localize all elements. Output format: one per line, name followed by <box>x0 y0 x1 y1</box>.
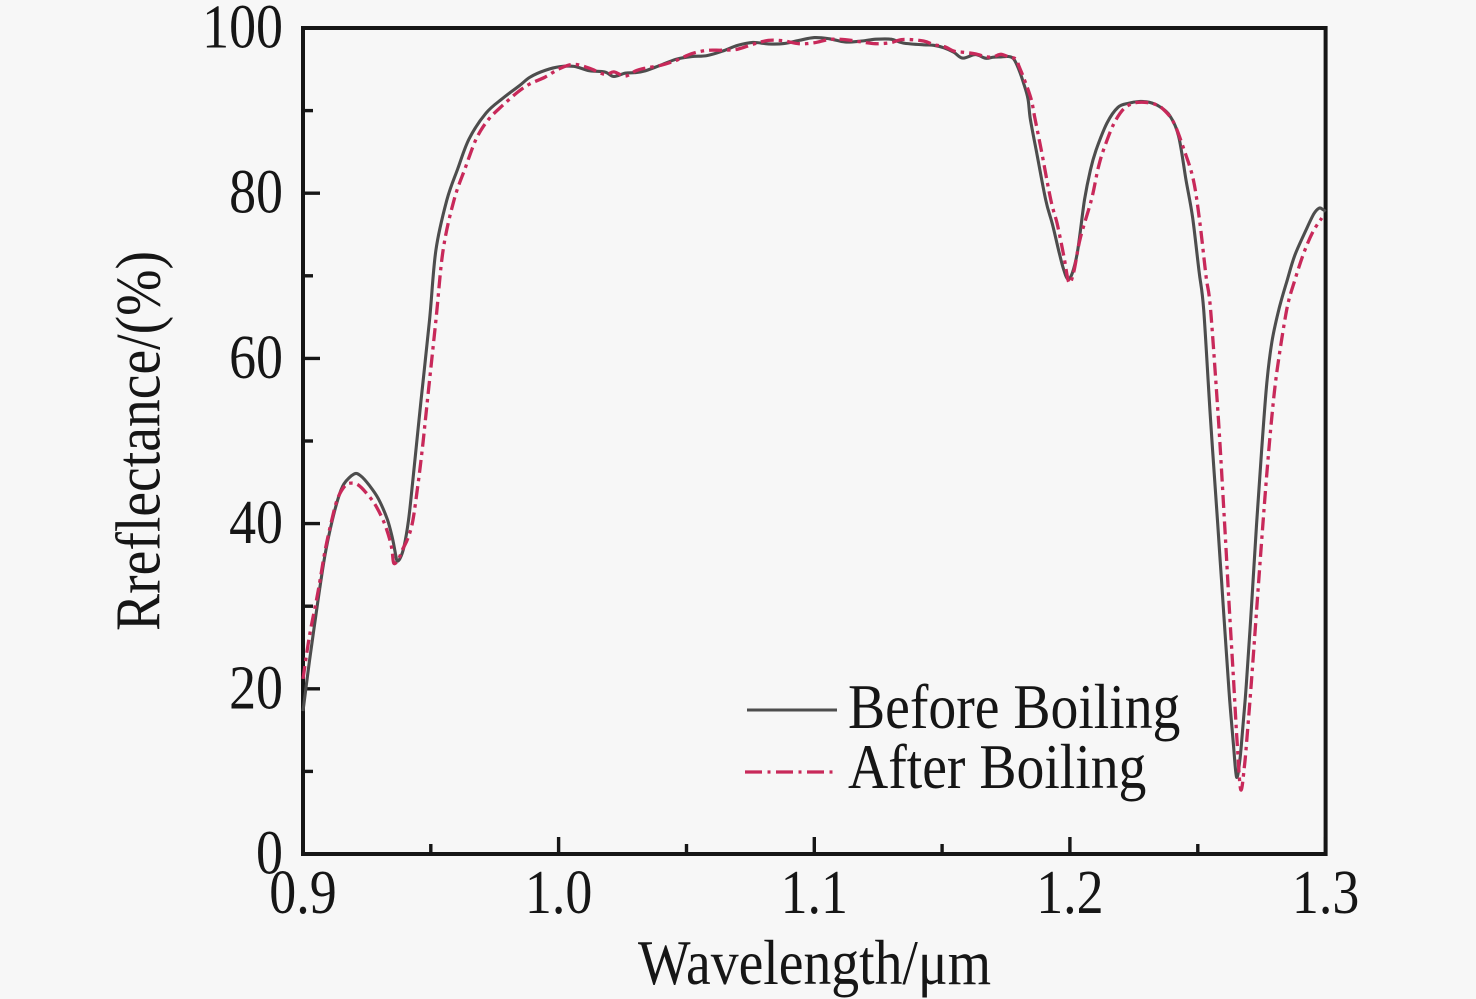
svg-text:1.2: 1.2 <box>1036 858 1103 927</box>
svg-text:0: 0 <box>256 818 283 887</box>
svg-text:After Boiling: After Boiling <box>848 731 1146 801</box>
svg-text:1.3: 1.3 <box>1292 858 1359 927</box>
svg-text:60: 60 <box>229 322 283 391</box>
svg-text:Rreflectance/(%): Rreflectance/(%) <box>103 251 173 631</box>
svg-text:20: 20 <box>229 653 283 722</box>
svg-text:1.1: 1.1 <box>781 858 848 927</box>
svg-text:1.0: 1.0 <box>525 858 592 927</box>
svg-text:Before Boiling: Before Boiling <box>848 671 1180 741</box>
svg-text:80: 80 <box>229 157 283 226</box>
svg-text:Wavelength/μm: Wavelength/μm <box>638 927 991 997</box>
svg-text:40: 40 <box>229 488 283 557</box>
svg-text:0.9: 0.9 <box>269 858 336 927</box>
svg-text:100: 100 <box>202 0 283 61</box>
